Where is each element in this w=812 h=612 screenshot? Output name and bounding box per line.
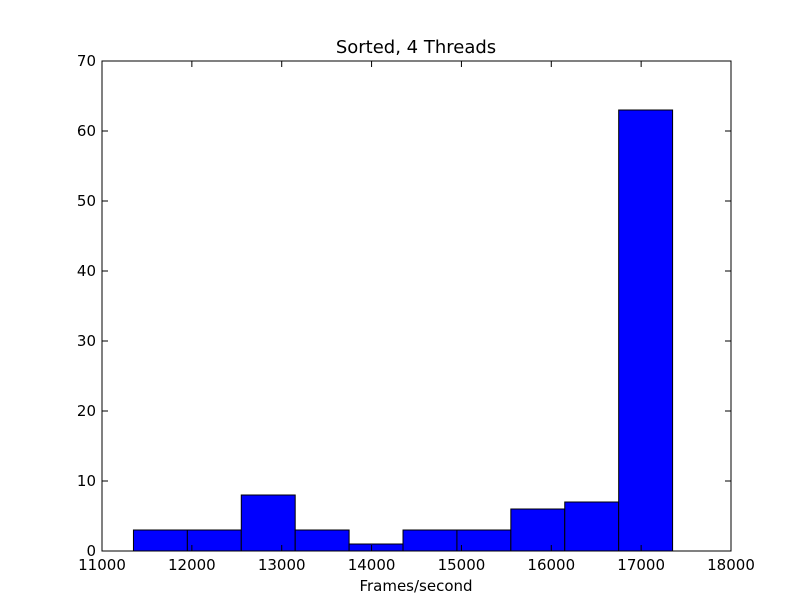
x-tick-label: 13000 <box>258 556 306 574</box>
x-axis-label: Frames/second <box>359 577 472 595</box>
y-tick-label: 0 <box>86 542 96 560</box>
histogram-bar <box>240 494 296 552</box>
y-tick-label: 50 <box>77 192 96 210</box>
histogram-bar <box>348 543 404 552</box>
x-tick-label: 14000 <box>348 556 396 574</box>
y-tick-label: 30 <box>77 332 96 350</box>
x-tick-label: 16000 <box>527 556 575 574</box>
x-tick-label: 18000 <box>707 556 755 574</box>
x-tick-label: 15000 <box>438 556 486 574</box>
y-tick-label: 20 <box>77 402 96 420</box>
histogram-bar <box>618 109 674 552</box>
x-tick-label: 12000 <box>168 556 216 574</box>
histogram-bar <box>294 529 350 552</box>
chart-title: Sorted, 4 Threads <box>336 37 496 58</box>
histogram-bar <box>186 529 242 552</box>
y-tick-label: 70 <box>77 52 96 70</box>
histogram-bar <box>456 529 512 552</box>
histogram-bar <box>132 529 188 552</box>
y-tick-label: 10 <box>77 472 96 490</box>
plot-frame <box>101 60 732 552</box>
histogram-bar <box>510 508 566 552</box>
bars-group <box>132 109 674 552</box>
tick-labels-group: 11000 12000 13000 14000 15000 16000 17000 18000… <box>77 52 755 574</box>
x-tick-label: 11000 <box>78 556 126 574</box>
y-tick-label: 40 <box>77 262 96 280</box>
y-tick-label: 60 <box>77 122 96 140</box>
x-tick-label: 17000 <box>617 556 665 574</box>
histogram-bar <box>564 501 620 552</box>
histogram-bar <box>402 529 458 552</box>
